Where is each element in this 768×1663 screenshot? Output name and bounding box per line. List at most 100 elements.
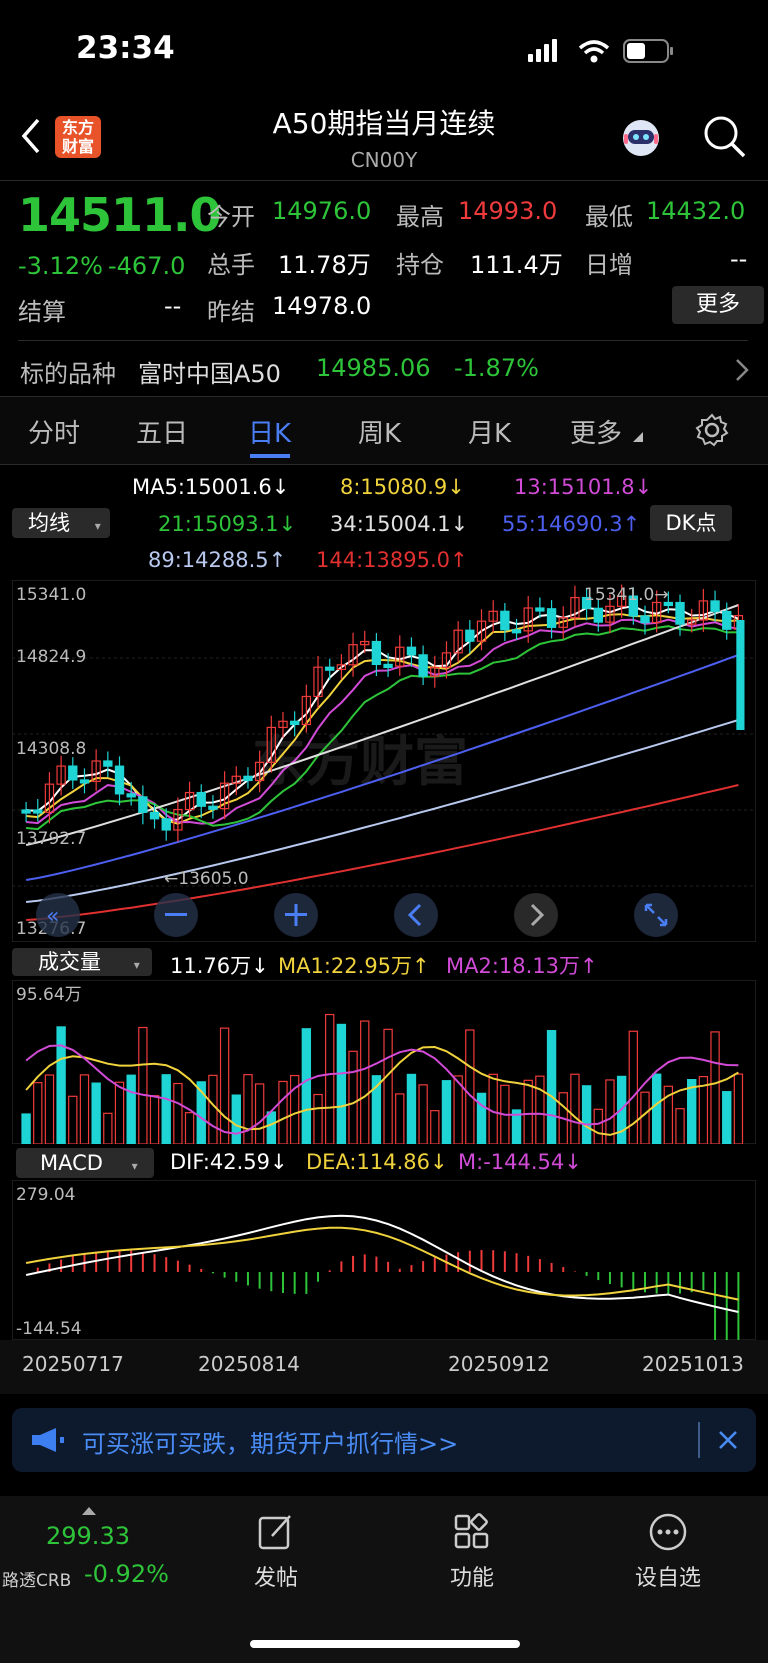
scroll-right-button[interactable] bbox=[514, 893, 558, 937]
status-time: 23:34 bbox=[76, 30, 175, 66]
fullscreen-button[interactable] bbox=[634, 893, 678, 937]
volume-bar bbox=[593, 1108, 603, 1144]
caret-up-icon bbox=[82, 1507, 96, 1515]
compose-icon[interactable] bbox=[256, 1512, 296, 1552]
post-label[interactable]: 发帖 bbox=[253, 1566, 298, 1591]
active-tab-indicator bbox=[250, 454, 290, 458]
macd-selector-label: MACD bbox=[40, 1151, 103, 1175]
macd-m: M:-144.54↓ bbox=[458, 1150, 582, 1174]
battery-icon bbox=[623, 39, 673, 63]
megaphone-icon bbox=[32, 1428, 64, 1452]
date-label-2: 20250912 bbox=[448, 1352, 550, 1376]
ma-line bbox=[25, 719, 739, 903]
candle bbox=[360, 640, 370, 646]
ma8-legend: 8:15080.9↓ bbox=[340, 475, 465, 499]
candle bbox=[161, 818, 171, 831]
ma21-legend: 21:15093.1↓ bbox=[158, 512, 297, 536]
candle bbox=[196, 791, 206, 807]
open-value: 14976.0 bbox=[272, 197, 372, 225]
caret-down-icon: ▾ bbox=[131, 1159, 138, 1173]
change-percent: -3.12% bbox=[18, 252, 103, 280]
search-icon[interactable] bbox=[702, 114, 748, 160]
candle bbox=[616, 595, 627, 607]
gear-icon[interactable] bbox=[694, 412, 730, 448]
ma-selector[interactable]: 均线 ▾ bbox=[12, 508, 110, 538]
volume-bar bbox=[651, 1073, 662, 1144]
grid-apps-icon[interactable] bbox=[452, 1512, 492, 1552]
volume-bar bbox=[21, 1113, 31, 1144]
underlying-value: 14985.06 bbox=[316, 354, 431, 382]
candlestick-chart[interactable]: 东方财富 15341.0 14824.9 14308.8 13792.7 132… bbox=[12, 580, 756, 942]
volume-value: 11.78万 bbox=[278, 251, 371, 279]
scroll-left-button[interactable] bbox=[394, 893, 438, 937]
candle bbox=[570, 596, 580, 619]
page-subtitle: CN00Y bbox=[350, 148, 418, 172]
scroll-left-fast-button[interactable] bbox=[36, 893, 80, 937]
crb-label: 路透CRB bbox=[2, 1571, 72, 1591]
volume-bar bbox=[184, 1112, 195, 1144]
volume-bar bbox=[219, 1027, 230, 1144]
macd-chart[interactable]: 279.04 -144.54 bbox=[12, 1180, 756, 1340]
volume-bar bbox=[418, 1084, 428, 1144]
volume-bar bbox=[103, 1112, 113, 1144]
close-icon[interactable] bbox=[716, 1428, 740, 1452]
robot-icon[interactable] bbox=[616, 112, 666, 162]
chevron-right-icon[interactable] bbox=[732, 356, 752, 384]
tab-more[interactable]: 更多 bbox=[570, 419, 623, 449]
tab-monthly-k[interactable]: 月K bbox=[468, 419, 512, 449]
volume-bar bbox=[278, 1080, 288, 1144]
volume-bar bbox=[675, 1108, 685, 1144]
low-annotation-value: 13605.0 bbox=[178, 869, 248, 889]
ma-line bbox=[26, 618, 739, 825]
back-chevron-icon[interactable] bbox=[18, 116, 44, 156]
candle bbox=[149, 811, 160, 820]
volume-bar bbox=[383, 1028, 393, 1144]
volume-ma-line bbox=[25, 1045, 739, 1136]
tab-five-day[interactable]: 五日 bbox=[136, 419, 189, 449]
volume-selector[interactable]: 成交量 ▾ bbox=[12, 948, 152, 976]
last-price: 14511.0 bbox=[18, 188, 222, 242]
more-button[interactable]: 更多 bbox=[672, 286, 764, 324]
volume-bar bbox=[254, 1083, 265, 1144]
tab-intraday[interactable]: 分时 bbox=[28, 419, 81, 449]
volume-bar bbox=[360, 1020, 370, 1144]
candle bbox=[441, 652, 452, 669]
plus-icon-v bbox=[294, 904, 298, 926]
ma13-legend: 13:15101.8↓ bbox=[514, 475, 653, 499]
minus-icon bbox=[165, 913, 187, 916]
candle bbox=[348, 644, 358, 666]
candle bbox=[266, 726, 276, 763]
function-label[interactable]: 功能 bbox=[449, 1566, 494, 1591]
dk-point-button[interactable]: DK点 bbox=[650, 505, 732, 541]
volume-bar bbox=[231, 1094, 241, 1144]
promo-banner[interactable]: 可买涨可买跌，期货开户抓行情>> bbox=[12, 1408, 756, 1472]
candle bbox=[605, 605, 615, 623]
macd-line bbox=[25, 1226, 739, 1301]
tab-daily-k[interactable]: 日K bbox=[248, 419, 292, 449]
home-indicator bbox=[250, 1640, 520, 1648]
volume-bar bbox=[243, 1074, 253, 1144]
candle bbox=[219, 782, 230, 810]
price-axis-3: 13792.7 bbox=[16, 829, 86, 849]
volume-bar bbox=[628, 1030, 639, 1144]
logo-text-bottom: 财富 bbox=[61, 137, 94, 156]
tab-weekly-k[interactable]: 周K bbox=[358, 419, 402, 449]
macd-axis-max: 279.04 bbox=[16, 1185, 75, 1205]
candle bbox=[336, 664, 347, 671]
candle bbox=[383, 663, 393, 668]
candle bbox=[173, 808, 183, 831]
watchlist-label[interactable]: 设自选 bbox=[634, 1566, 701, 1591]
volume-chart[interactable]: 95.64万 bbox=[12, 980, 756, 1144]
more-circle-icon[interactable] bbox=[648, 1512, 688, 1552]
candle bbox=[453, 629, 463, 654]
volume-label: 总手 bbox=[207, 251, 255, 279]
ma5-legend: MA5:15001.6↓ bbox=[132, 475, 290, 499]
volume-bar bbox=[33, 1082, 43, 1144]
volume-bar bbox=[336, 1023, 347, 1144]
open-interest-value: 111.4万 bbox=[470, 251, 563, 279]
volume-bar bbox=[430, 1110, 440, 1144]
crb-value[interactable]: 299.33 bbox=[46, 1522, 130, 1550]
macd-selector[interactable]: MACD ▾ bbox=[16, 1148, 154, 1178]
volume-ma1: MA1:22.95万↑ bbox=[278, 954, 430, 978]
candle bbox=[79, 779, 90, 784]
